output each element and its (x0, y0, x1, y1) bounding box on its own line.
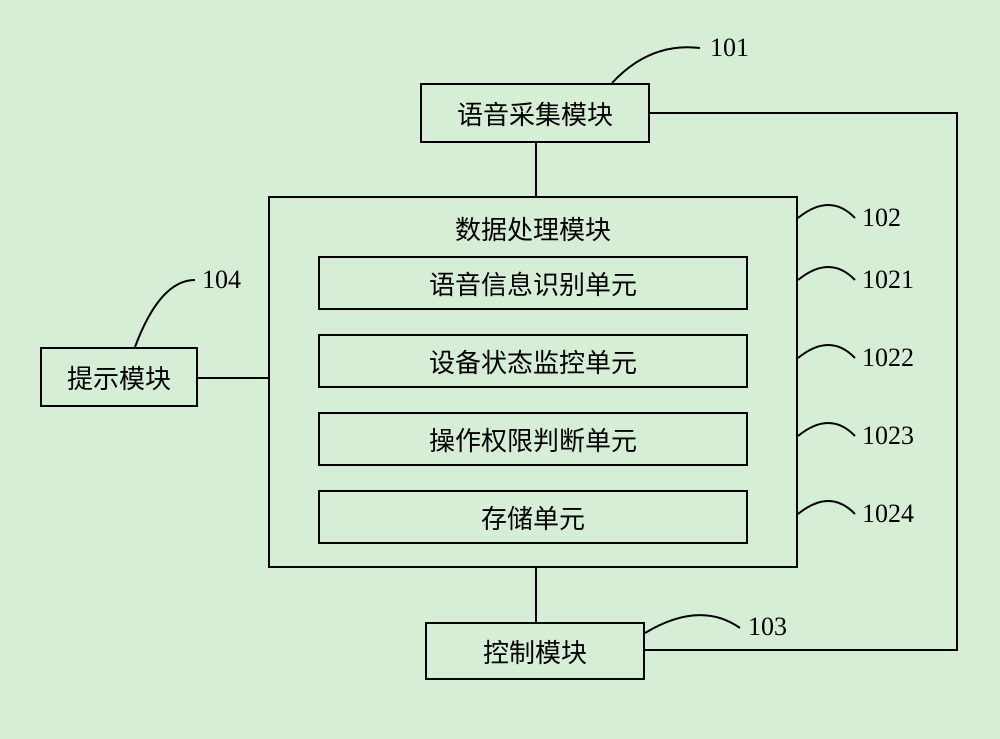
callout-label-prompt: 104 (202, 265, 241, 295)
callout-prompt (0, 0, 1000, 739)
diagram-canvas: 数据处理模块语音采集模块语音信息识别单元设备状态监控单元操作权限判断单元存储单元… (0, 0, 1000, 739)
